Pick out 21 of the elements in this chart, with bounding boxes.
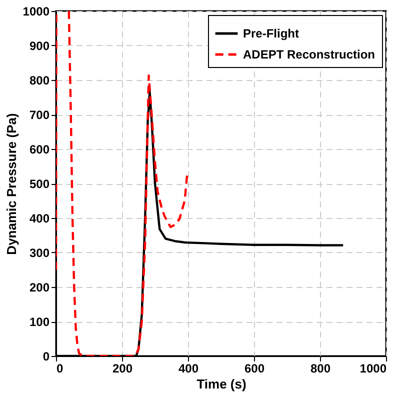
x-tick-label: 400 bbox=[178, 362, 199, 376]
y-tick-label: 1000 bbox=[22, 4, 50, 18]
x-tick-label: 600 bbox=[244, 362, 265, 376]
x-axis-title: Time (s) bbox=[196, 376, 246, 392]
y-tick-label: 500 bbox=[29, 177, 50, 191]
x-tick-label: 0 bbox=[56, 362, 64, 376]
y-tick-label: 300 bbox=[29, 246, 50, 260]
x-tick-label: 1000 bbox=[360, 362, 387, 376]
legend-label: ADEPT Reconstruction bbox=[243, 48, 376, 62]
y-tick-label: 700 bbox=[29, 108, 50, 122]
y-tick-label: 900 bbox=[29, 39, 50, 53]
y-tick-label: 100 bbox=[29, 315, 50, 329]
y-tick-label: 400 bbox=[29, 212, 50, 226]
x-tick-label: 200 bbox=[112, 362, 133, 376]
y-axis-title: Dynamic Pressure (Pa) bbox=[4, 113, 19, 255]
y-tick-label: 200 bbox=[29, 280, 50, 294]
legend-label: Pre-Flight bbox=[243, 26, 299, 40]
y-tick-label: 0 bbox=[42, 350, 50, 364]
y-tick-label: 600 bbox=[29, 142, 50, 156]
y-tick-label: 800 bbox=[29, 74, 50, 88]
x-tick-label: 800 bbox=[310, 362, 331, 376]
